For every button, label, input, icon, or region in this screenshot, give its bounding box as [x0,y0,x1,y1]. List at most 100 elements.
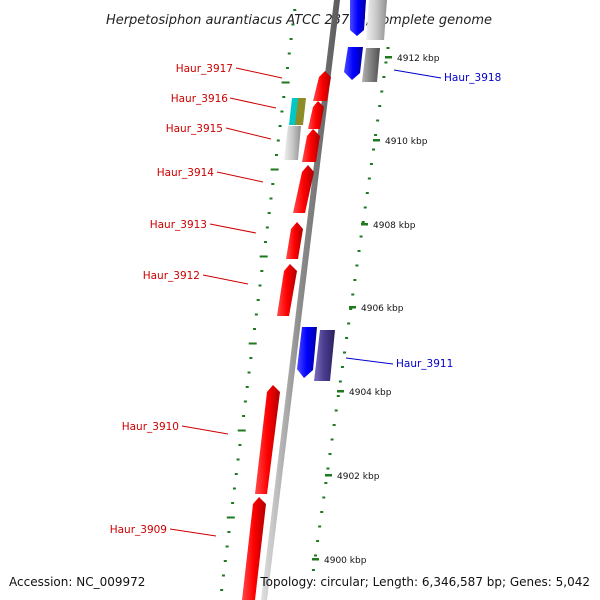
outer-track-tick [269,197,273,200]
scale-label: 4902 kbp [337,472,380,482]
gene-label: Haur_3913 [150,219,207,231]
genome-backbone [261,0,340,600]
outer-dotted-track [220,9,297,591]
outer-track-tick [285,67,289,69]
inner-track-tick [336,395,340,397]
outer-track-tick [258,284,262,287]
inner-track-tick [351,293,355,296]
outer-track-tick [234,473,238,475]
reverse-strand-genes [297,0,387,381]
inner-track-tick [345,337,349,339]
inner-track-tick [378,105,382,107]
gene-label-connector [345,357,394,365]
inner-track-tick [328,453,332,455]
inner-track-tick [324,482,328,484]
gene-haur-3916 [308,101,324,129]
scale-label: 4900 kbp [324,556,367,566]
inner-track-tick [330,438,334,441]
gene-label-connector [202,274,249,285]
outer-track-tick [225,545,229,548]
feature-haur-3918-rna [362,48,380,82]
inner-track-tick [361,221,365,223]
feature-haur-3911-rna [314,330,335,381]
outer-track-tick [223,560,227,562]
outer-track-tick [227,531,231,533]
gene-haur-3914 [293,165,314,213]
outer-track-tick [236,458,240,461]
inner-track-tick [322,496,326,499]
inner-track-tick [365,192,369,194]
inner-track-tick [349,308,353,310]
feature-haur-3915-grey [284,126,301,160]
inner-track-tick [380,90,384,93]
scale-major-tick [373,139,380,142]
inner-track-tick [334,409,338,412]
gene-haur-3915 [302,129,320,162]
gene-label-connector [225,127,272,140]
inner-track-tick [318,525,322,528]
scale-major-tick [361,223,368,226]
inner-track-tick [353,279,357,281]
outer-track-tick [247,371,251,374]
inner-track-tick [382,76,386,78]
inner-track-tick [386,47,390,49]
gene-label-connector [209,223,257,234]
outer-track-tick [231,502,235,504]
inner-track-tick [320,511,324,513]
outer-track-tick [248,342,257,345]
inner-track-tick [374,134,378,136]
scale-label: 4908 kbp [373,221,416,231]
accession-text: Accession: NC_009972 [9,575,145,589]
gene-haur-3911 [297,327,317,378]
outer-track-tick [270,168,279,171]
outer-track-tick [278,125,282,127]
inner-track-tick [340,366,344,368]
outer-track-tick [280,110,284,113]
inner-track-tick [314,554,317,557]
inner-track-tick [347,322,351,325]
outer-track-tick [254,313,258,316]
gene-label-connector [216,171,264,183]
scale-major-tick [337,390,344,393]
scale-label: 4912 kbp [397,54,440,64]
outer-track-tick [220,589,224,591]
inner-track-tick [332,424,336,426]
gene-label: Haur_3911 [396,358,453,370]
scale-labels: 4900 kbp 4902 kbp 4904 kbp 4906 kbp 4908 kbp… [312,54,440,566]
gene-haur-3913 [286,222,303,259]
gene-label: Haur_3916 [171,93,229,105]
gene-label-connector [181,425,229,435]
outer-track-tick [242,415,246,417]
scale-label: 4904 kbp [349,388,392,398]
outer-track-tick [263,241,267,243]
gene-haur-3919 [350,0,366,36]
outer-track-tick [293,9,297,11]
forward-gene-labels: Haur_3917 Haur_3916 Haur_3915 Haur_3914 Haur… [110,63,283,537]
gene-label: Haur_3914 [157,167,215,179]
inner-track-tick [357,250,361,252]
outer-track-tick [282,96,286,98]
outer-track-tick [267,212,271,214]
outer-track-tick [245,386,249,388]
reverse-gene-labels: Haur_3918 Haur_3911 [345,69,501,370]
outer-track-tick [249,357,253,359]
gene-haur-3909 [242,497,266,600]
map-title: Herpetosiphon aurantiacus ATCC 23779, co… [106,13,492,28]
inner-track-tick [343,351,346,354]
outer-track-tick [276,139,280,142]
inner-track-tick [376,119,380,122]
scale-major-tick [385,56,392,59]
outer-track-tick [260,270,264,272]
outer-track-tick [221,574,225,577]
gene-label: Haur_3918 [444,72,501,84]
scale-label: 4906 kbp [361,304,404,314]
outer-track-tick [274,154,278,156]
gene-label-connector [169,528,217,537]
outer-track-tick [237,429,246,432]
outer-track-tick [238,444,242,446]
forward-strand-genes [242,71,331,600]
outer-track-tick [256,299,260,301]
gene-label-connector [393,69,442,79]
outer-track-tick [287,52,291,55]
inner-track-tick [359,235,363,238]
